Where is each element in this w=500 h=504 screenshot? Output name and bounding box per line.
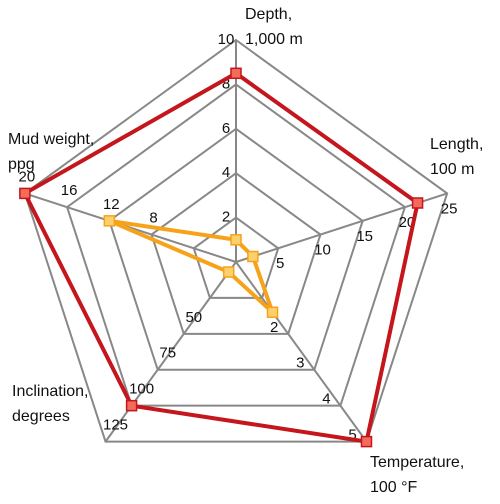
tick-label: 4 <box>222 164 230 181</box>
grid-ring <box>192 216 280 299</box>
axis-title: 100 m <box>430 161 474 178</box>
axis-title: Mud weight, <box>8 131 94 148</box>
tick-label: 4 <box>322 391 330 408</box>
data-point <box>222 266 235 278</box>
tick-label: 16 <box>61 182 78 199</box>
tick-label: 15 <box>356 228 373 245</box>
data-point <box>19 187 31 200</box>
grid-ring <box>23 38 449 443</box>
tick-label: 50 <box>185 309 202 326</box>
tick-label: 10 <box>218 31 235 48</box>
axis-title: Temperature, <box>370 454 464 471</box>
data-point <box>411 197 424 209</box>
axis-title: Inclination, <box>12 383 89 400</box>
series-line <box>22 70 420 444</box>
tick-label: 2 <box>222 209 230 226</box>
tick-label: 25 <box>441 200 458 217</box>
tick-label: 8 <box>149 210 157 227</box>
data-point <box>125 399 138 412</box>
tick-label: 75 <box>159 345 176 362</box>
data-point <box>230 67 242 80</box>
axis-title: Depth, <box>245 6 292 23</box>
axis-title: Length, <box>430 136 483 153</box>
grid-ring <box>65 83 407 407</box>
grid-ring <box>108 127 364 371</box>
data-point <box>103 215 116 227</box>
tick-label: 3 <box>296 355 304 372</box>
tick-label: 6 <box>222 120 230 137</box>
data-point <box>360 435 373 448</box>
tick-label: 8 <box>222 75 230 92</box>
tick-label: 10 <box>314 242 331 259</box>
data-point <box>247 250 259 263</box>
axis-line <box>235 261 368 443</box>
tick-label: 2 <box>270 319 278 336</box>
axis-title: ppg <box>8 156 35 173</box>
data-point <box>230 234 242 246</box>
tick-label: 5 <box>348 427 356 444</box>
axis-line <box>24 192 237 263</box>
axis-line <box>104 261 237 443</box>
tick-label: 5 <box>276 255 284 272</box>
tick-label: 100 <box>129 381 154 398</box>
axis-title: degrees <box>12 408 70 425</box>
axis-title: 1,000 m <box>245 31 303 48</box>
grid-ring <box>150 171 322 335</box>
tick-label: 125 <box>103 417 128 434</box>
axis-title: 100 °F <box>370 479 418 496</box>
tick-label: 20 <box>19 168 36 185</box>
tick-label: 12 <box>103 196 120 213</box>
data-point <box>266 306 279 319</box>
